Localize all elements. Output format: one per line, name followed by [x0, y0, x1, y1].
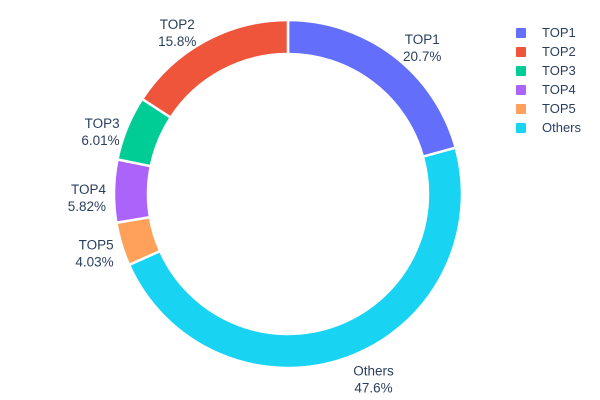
legend-label-top2: TOP2: [542, 44, 576, 59]
legend-item-top2[interactable]: TOP2: [516, 42, 581, 61]
slice-label-top4: TOP4 5.82%: [68, 182, 107, 214]
slice-label-top1: TOP1 20.7%: [403, 32, 441, 64]
legend-item-top4[interactable]: TOP4: [516, 80, 581, 99]
legend-marker-top5: [516, 103, 526, 114]
legend-item-top5[interactable]: TOP5: [516, 99, 581, 118]
legend-item-top3[interactable]: TOP3: [516, 61, 581, 80]
legend-item-others[interactable]: Others: [516, 118, 581, 137]
legend-marker-top4: [516, 84, 526, 95]
pie-slice-top4[interactable]: [112, 158, 153, 224]
slice-label-top2: TOP2 15.8%: [158, 17, 196, 49]
slice-label-top3: TOP3 6.01%: [81, 116, 119, 148]
legend-marker-top2: [516, 46, 526, 57]
slice-label-others: Others 47.6%: [353, 363, 394, 395]
legend-label-top1: TOP1: [542, 25, 576, 40]
legend-marker-top1: [516, 27, 526, 38]
legend-label-top5: TOP5: [542, 101, 576, 116]
pie-slice-top2[interactable]: [140, 18, 290, 119]
legend: TOP1 TOP2 TOP3 TOP4 TOP5 Others: [516, 23, 581, 137]
legend-item-top1[interactable]: TOP1: [516, 23, 581, 42]
legend-marker-top3: [516, 65, 526, 76]
slice-label-top5: TOP5 4.03%: [75, 238, 113, 270]
legend-label-top4: TOP4: [542, 82, 576, 97]
legend-label-others: Others: [542, 120, 582, 135]
legend-label-top3: TOP3: [542, 63, 576, 78]
legend-marker-others: [516, 122, 526, 133]
pie-slice-others[interactable]: [127, 146, 464, 370]
